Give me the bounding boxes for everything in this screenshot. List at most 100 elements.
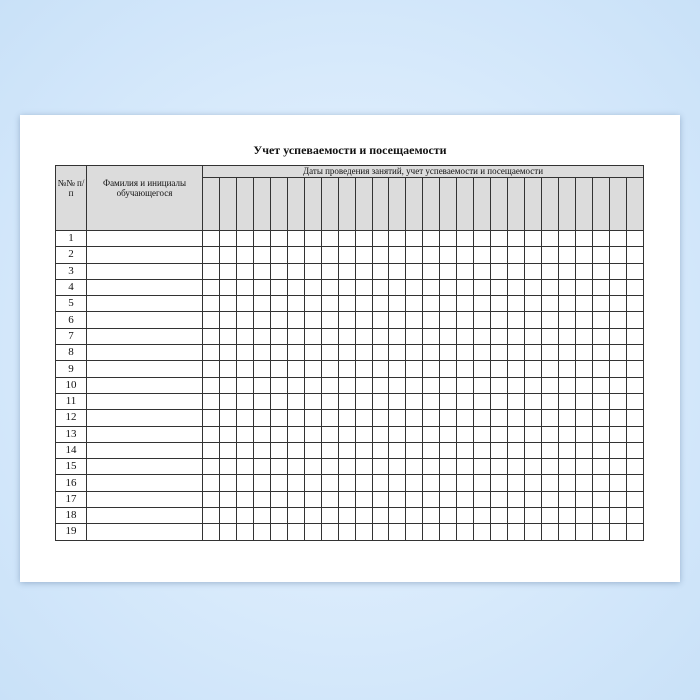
attendance-cell[interactable] [303,311,322,329]
attendance-cell[interactable] [541,490,560,509]
attendance-cell[interactable] [558,441,576,460]
attendance-cell[interactable] [269,458,288,476]
attendance-cell[interactable] [405,425,424,443]
attendance-cell[interactable] [320,262,339,280]
attendance-cell[interactable] [422,278,441,297]
attendance-cell[interactable] [337,507,356,525]
attendance-cell[interactable] [354,360,373,378]
attendance-cell[interactable] [320,327,339,346]
attendance-cell[interactable] [252,490,271,509]
attendance-cell[interactable] [218,425,237,443]
attendance-cell[interactable] [574,490,593,509]
date-header-cell[interactable] [439,177,458,231]
student-name-cell[interactable] [86,327,203,346]
date-header-cell[interactable] [625,177,645,231]
attendance-cell[interactable] [320,441,339,460]
attendance-cell[interactable] [625,474,645,492]
attendance-cell[interactable] [235,262,254,280]
attendance-cell[interactable] [524,311,543,329]
attendance-cell[interactable] [269,409,288,427]
student-name-cell[interactable] [86,458,203,476]
attendance-cell[interactable] [303,262,322,280]
attendance-cell[interactable] [371,441,390,460]
attendance-cell[interactable] [558,376,576,394]
attendance-cell[interactable] [456,311,475,329]
attendance-cell[interactable] [625,392,645,411]
attendance-cell[interactable] [218,262,237,280]
attendance-cell[interactable] [269,523,288,541]
attendance-cell[interactable] [422,523,441,541]
attendance-cell[interactable] [235,392,254,411]
attendance-cell[interactable] [235,425,254,443]
attendance-cell[interactable] [218,327,237,346]
attendance-cell[interactable] [286,392,305,411]
attendance-cell[interactable] [218,229,237,248]
attendance-cell[interactable] [371,327,390,346]
attendance-cell[interactable] [541,295,560,313]
attendance-cell[interactable] [202,409,220,427]
attendance-cell[interactable] [405,507,424,525]
attendance-cell[interactable] [439,262,458,280]
attendance-cell[interactable] [625,246,645,264]
attendance-cell[interactable] [252,278,271,297]
attendance-cell[interactable] [507,490,526,509]
attendance-cell[interactable] [591,490,610,509]
attendance-cell[interactable] [252,409,271,427]
attendance-cell[interactable] [252,425,271,443]
attendance-cell[interactable] [286,441,305,460]
attendance-cell[interactable] [320,229,339,248]
attendance-cell[interactable] [541,344,560,362]
attendance-cell[interactable] [541,376,560,394]
attendance-cell[interactable] [235,327,254,346]
attendance-cell[interactable] [524,344,543,362]
attendance-cell[interactable] [269,246,288,264]
attendance-cell[interactable] [286,474,305,492]
attendance-cell[interactable] [405,344,424,362]
student-name-cell[interactable] [86,392,203,411]
attendance-cell[interactable] [405,262,424,280]
attendance-cell[interactable] [490,425,509,443]
student-name-cell[interactable] [86,490,203,509]
attendance-cell[interactable] [558,311,576,329]
attendance-cell[interactable] [574,376,593,394]
attendance-cell[interactable] [456,229,475,248]
attendance-cell[interactable] [422,392,441,411]
attendance-cell[interactable] [608,360,627,378]
attendance-cell[interactable] [490,295,509,313]
attendance-cell[interactable] [625,409,645,427]
attendance-cell[interactable] [558,409,576,427]
attendance-cell[interactable] [252,311,271,329]
attendance-cell[interactable] [524,474,543,492]
attendance-cell[interactable] [524,523,543,541]
attendance-cell[interactable] [507,523,526,541]
attendance-cell[interactable] [354,409,373,427]
attendance-cell[interactable] [269,360,288,378]
attendance-cell[interactable] [524,278,543,297]
attendance-cell[interactable] [574,523,593,541]
attendance-cell[interactable] [625,327,645,346]
attendance-cell[interactable] [439,246,458,264]
attendance-cell[interactable] [507,392,526,411]
attendance-cell[interactable] [371,523,390,541]
attendance-cell[interactable] [388,392,407,411]
attendance-cell[interactable] [591,278,610,297]
attendance-cell[interactable] [422,458,441,476]
attendance-cell[interactable] [456,278,475,297]
attendance-cell[interactable] [388,311,407,329]
attendance-cell[interactable] [371,376,390,394]
attendance-cell[interactable] [202,327,220,346]
attendance-cell[interactable] [202,458,220,476]
attendance-cell[interactable] [388,327,407,346]
attendance-cell[interactable] [524,441,543,460]
attendance-cell[interactable] [303,474,322,492]
attendance-cell[interactable] [591,523,610,541]
attendance-cell[interactable] [591,507,610,525]
attendance-cell[interactable] [337,278,356,297]
attendance-cell[interactable] [490,507,509,525]
attendance-cell[interactable] [456,262,475,280]
attendance-cell[interactable] [439,507,458,525]
attendance-cell[interactable] [388,409,407,427]
date-header-cell[interactable] [558,177,576,231]
attendance-cell[interactable] [541,507,560,525]
attendance-cell[interactable] [202,344,220,362]
